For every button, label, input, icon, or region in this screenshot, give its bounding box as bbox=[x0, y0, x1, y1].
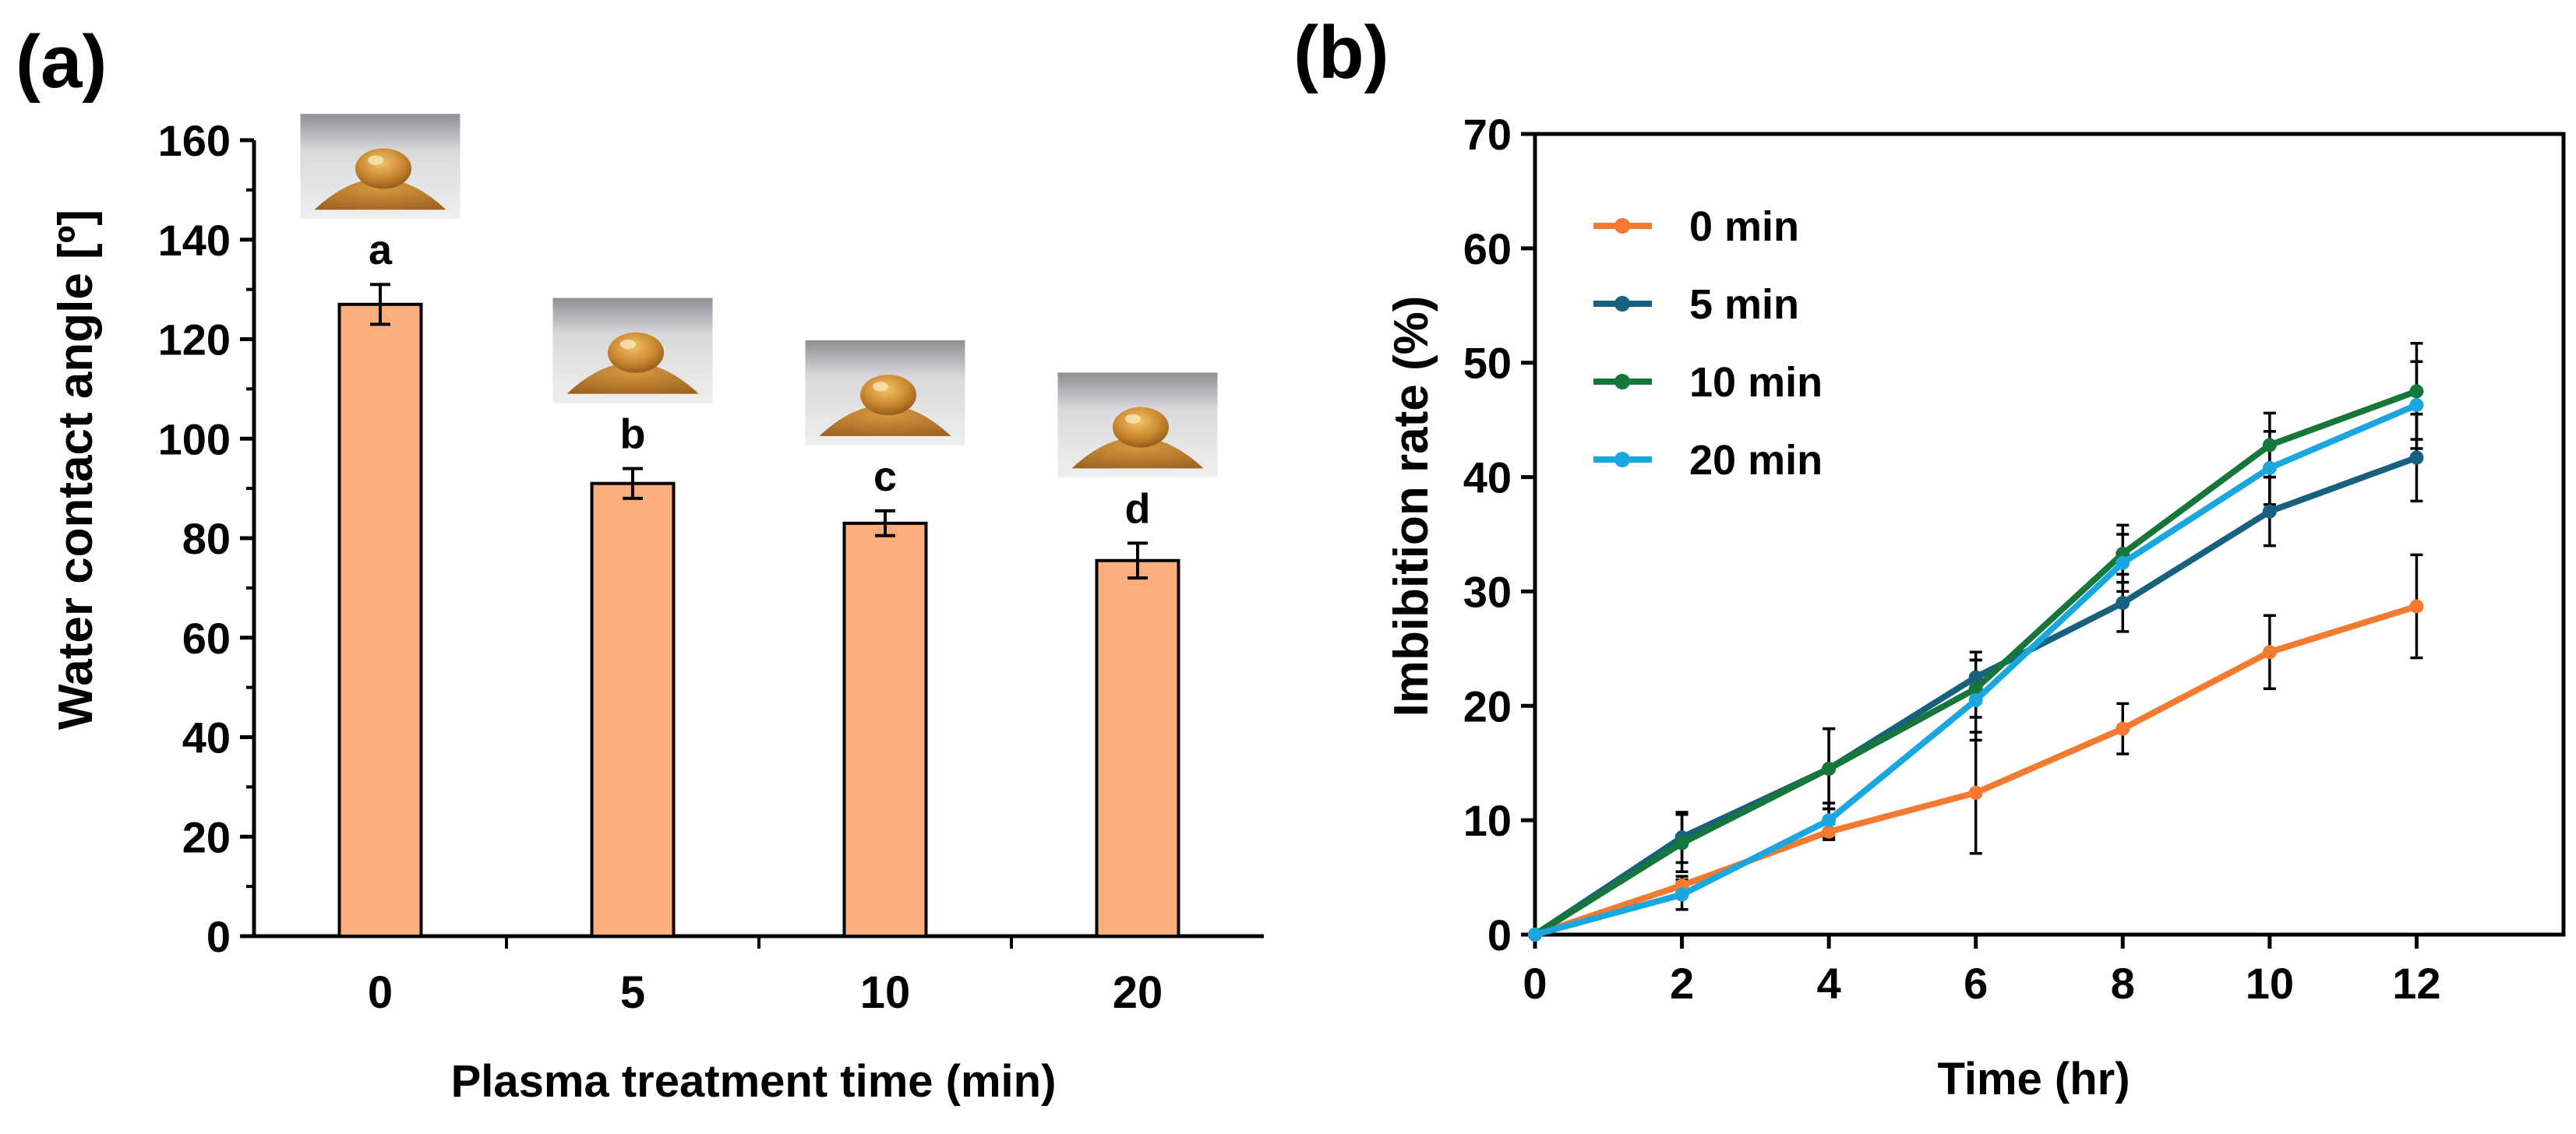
panel-b-y-tick-label: 0 bbox=[1487, 910, 1512, 960]
droplet-substrate bbox=[566, 362, 699, 394]
panel-b-x-tick-label: 0 bbox=[1523, 959, 1547, 1008]
legend-label: 20 min bbox=[1689, 437, 1823, 484]
significance-letter: a bbox=[369, 227, 393, 273]
bar bbox=[590, 481, 676, 938]
data-point bbox=[1674, 836, 1689, 850]
panel-a-y-tick-label: 160 bbox=[158, 116, 231, 165]
significance-letter: c bbox=[873, 453, 897, 500]
panel-a-label: (a) bbox=[16, 20, 107, 104]
panel-b-y-tick-label: 30 bbox=[1463, 567, 1512, 616]
panel-b-x-tick-label: 8 bbox=[2111, 959, 2135, 1008]
panel-a-y-axis-label: Water contact angle [º] bbox=[49, 210, 103, 730]
panel-a-y-tick-label: 40 bbox=[182, 713, 231, 762]
panel-b-y-tick-label: 60 bbox=[1463, 224, 1512, 273]
panel-a-axes: 0 20 40 60 80 100 120 140 160 0 5 10 20 bbox=[158, 116, 1264, 1018]
panel-a: (a) 0 20 40 60 80 100 120 140 160 0 5 10 20 a b c d Pla… bbox=[16, 20, 1264, 1107]
panel-b-y-tick-label: 40 bbox=[1463, 453, 1512, 502]
droplet-highlight bbox=[1125, 414, 1141, 424]
panel-b-series bbox=[1528, 384, 2424, 942]
panel-b-y-axis-label: Imbibition rate (%) bbox=[1385, 296, 1438, 717]
panel-a-x-axis-label: Plasma treatment time (min) bbox=[451, 1056, 1057, 1107]
data-point bbox=[1674, 887, 1689, 902]
panel-a-y-tick-label: 140 bbox=[158, 216, 231, 265]
panel-a-error-bars bbox=[370, 283, 1148, 580]
panel-b-x-tick-label: 6 bbox=[1964, 959, 1988, 1008]
panel-b-y-tick-label: 10 bbox=[1463, 796, 1512, 845]
panel-a-y-tick-label: 20 bbox=[182, 812, 231, 861]
data-point bbox=[2409, 398, 2424, 413]
data-point bbox=[2115, 596, 2130, 611]
bar bbox=[1095, 558, 1180, 939]
droplet-substrate bbox=[1071, 437, 1204, 469]
panel-a-x-tick-label: 5 bbox=[620, 967, 645, 1018]
droplet-photo bbox=[1057, 372, 1218, 478]
panel-a-inset-photos bbox=[300, 114, 1218, 478]
data-point bbox=[1968, 681, 1983, 696]
data-point bbox=[1968, 785, 1983, 800]
droplet-highlight bbox=[873, 382, 888, 392]
legend-marker bbox=[1614, 218, 1630, 234]
panel-a-bars bbox=[337, 302, 1180, 939]
legend-marker bbox=[1614, 296, 1630, 312]
data-point bbox=[2409, 599, 2424, 614]
bar bbox=[842, 521, 928, 938]
water-droplet bbox=[860, 375, 916, 416]
panel-b-legend: 0 min 5 min 10 min 20 min bbox=[1593, 203, 1823, 484]
data-point bbox=[1968, 692, 1983, 707]
data-point bbox=[1822, 813, 1837, 828]
panel-b-y-tick-label: 70 bbox=[1463, 110, 1512, 159]
data-point bbox=[2262, 504, 2277, 519]
legend-label: 5 min bbox=[1689, 281, 1799, 328]
legend-marker bbox=[1614, 374, 1630, 389]
panel-a-x-tick-label: 20 bbox=[1113, 967, 1163, 1018]
data-point bbox=[2115, 555, 2130, 570]
droplet-substrate bbox=[819, 404, 951, 436]
legend-label: 10 min bbox=[1689, 359, 1823, 406]
panel-a-y-tick-label: 80 bbox=[182, 514, 231, 563]
data-point bbox=[2115, 721, 2130, 736]
data-point bbox=[1822, 762, 1837, 777]
data-point bbox=[1822, 824, 1837, 839]
panel-b-x-tick-label: 4 bbox=[1817, 959, 1841, 1008]
droplet-photo bbox=[552, 298, 713, 403]
panel-a-significance-letters: a b c d bbox=[369, 227, 1151, 532]
bar bbox=[337, 302, 423, 939]
droplet-highlight bbox=[368, 155, 383, 165]
panel-b: (b) 0 10 20 30 40 50 60 70 0 2 4 6 8 10 12 0 min 5 min 1… bbox=[1293, 11, 2566, 1104]
panel-a-y-tick-label: 60 bbox=[182, 614, 231, 663]
data-point bbox=[2262, 645, 2277, 660]
data-point bbox=[2262, 460, 2277, 475]
droplet-highlight bbox=[620, 339, 636, 349]
water-droplet bbox=[1113, 407, 1169, 448]
droplet-substrate bbox=[314, 178, 446, 210]
panel-b-axes: 0 10 20 30 40 50 60 70 0 2 4 6 8 10 12 bbox=[1463, 110, 2566, 1008]
panel-b-label: (b) bbox=[1293, 11, 1389, 94]
panel-b-y-tick-label: 50 bbox=[1463, 339, 1512, 388]
panel-a-y-tick-label: 100 bbox=[158, 414, 231, 463]
panel-a-x-tick-label: 0 bbox=[368, 967, 393, 1018]
data-point bbox=[2409, 384, 2424, 399]
panel-b-x-tick-label: 12 bbox=[2392, 959, 2440, 1008]
significance-letter: d bbox=[1125, 485, 1151, 532]
water-droplet bbox=[355, 148, 411, 189]
panel-a-x-tick-label: 10 bbox=[860, 967, 911, 1018]
significance-letter: b bbox=[620, 411, 646, 458]
data-point bbox=[2409, 450, 2424, 465]
legend-label: 0 min bbox=[1689, 203, 1799, 250]
legend-marker bbox=[1614, 452, 1630, 467]
droplet-photo bbox=[300, 114, 461, 220]
panel-b-x-axis-label: Time (hr) bbox=[1937, 1054, 2130, 1104]
panel-b-x-tick-label: 10 bbox=[2246, 959, 2294, 1008]
data-point bbox=[1968, 670, 1983, 685]
water-droplet bbox=[608, 332, 664, 373]
panel-b-y-tick-label: 20 bbox=[1463, 681, 1512, 731]
panel-b-x-tick-label: 2 bbox=[1670, 959, 1694, 1008]
data-point bbox=[2262, 438, 2277, 453]
panel-b-plot-frame bbox=[1533, 132, 2566, 937]
panel-a-y-tick-label: 120 bbox=[158, 315, 231, 364]
data-point bbox=[1528, 928, 1542, 942]
panel-a-y-tick-label: 0 bbox=[206, 912, 231, 961]
droplet-photo bbox=[805, 340, 965, 446]
